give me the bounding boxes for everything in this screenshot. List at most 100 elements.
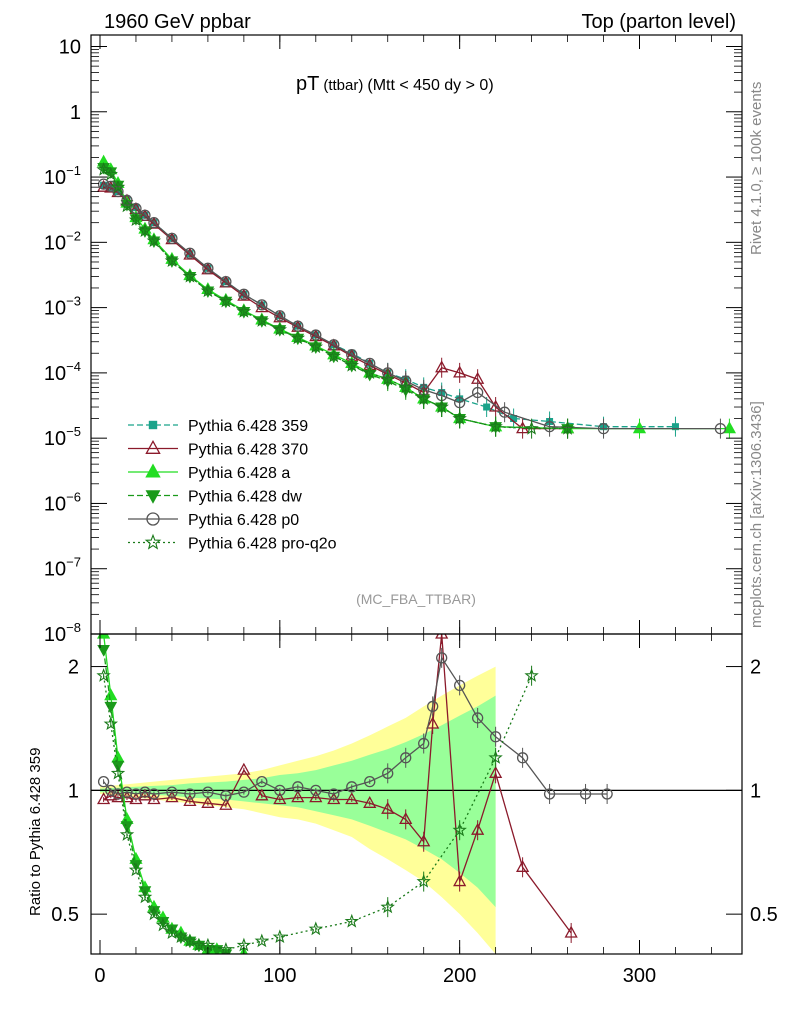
main-point-p370 (237, 288, 251, 301)
ratio-point-proq2o (110, 765, 126, 780)
ratio-point-dw (104, 701, 118, 714)
main-point-p0 (139, 209, 151, 221)
ratio-series-p0 (97, 647, 613, 804)
ratio-plot-series (91, 634, 742, 954)
ratio-band-yellow (100, 666, 496, 954)
ratio-point-proq2o (380, 899, 395, 914)
main-point-p0 (202, 262, 214, 274)
main-point-proq2o (119, 198, 135, 213)
legend-marker (148, 420, 158, 430)
ratio-plot-frame (90, 633, 743, 955)
legend-label: Pythia 6.428 p0 (188, 512, 299, 529)
ratio-point-p370 (138, 788, 152, 801)
main-point-proq2o (560, 420, 575, 435)
main-point-p370 (183, 247, 197, 260)
main-point-p0 (454, 396, 466, 409)
main-point-proq2o (416, 391, 431, 405)
main-point-proq2o (272, 321, 287, 336)
legend-marker (146, 512, 160, 526)
ratio-point-p0 (382, 767, 394, 779)
main-point-p359 (483, 403, 491, 411)
ratio-point-p0 (346, 781, 358, 793)
ratio-point-proq2o (103, 716, 118, 731)
ratio-point-p370 (255, 788, 269, 801)
xtick-label: 0 (94, 965, 105, 987)
ratio-point-proq2o (272, 929, 287, 944)
ratio-point-p0 (121, 786, 133, 798)
main-ytick-label: 1 (70, 102, 81, 124)
main-series-dw (97, 163, 574, 439)
ratio-point-p370 (309, 790, 323, 803)
main-ytick-label: 10 (59, 36, 81, 58)
main-point-p359 (671, 423, 679, 431)
ratio-point-proq2o (182, 933, 198, 948)
legend-label: Pythia 6.428 dw (188, 489, 302, 506)
ratio-point-p0 (454, 679, 466, 692)
main-line-dw (103, 166, 568, 430)
ratio-point-p370 (399, 812, 413, 825)
main-point-proq2o (182, 268, 198, 283)
main-point-proq2o (524, 421, 539, 435)
main-point-a (632, 421, 647, 434)
header-left: 1960 GeV ppbar (104, 11, 251, 33)
main-point-proq2o (96, 162, 111, 176)
main-point-proq2o (290, 330, 305, 345)
legend-entry-dw: Pythia 6.428 dw (128, 489, 302, 506)
ratio-point-p370 (219, 797, 233, 810)
main-point-proq2o (236, 304, 252, 318)
main-point-p0 (471, 386, 484, 399)
mcplots-label: mcplots.cern.ch [arXiv:1306.3436] (748, 401, 765, 628)
legend-label: Pythia 6.428 359 (188, 418, 308, 435)
ratio-point-p0 (418, 737, 430, 750)
main-series-p0 (97, 178, 727, 439)
ratio-point-p370 (345, 792, 359, 805)
legend-entry-p370: Pythia 6.428 370 (128, 439, 308, 459)
ratio-point-p0 (310, 784, 322, 797)
analysis-watermark: (MC_FBA_TTBAR) (356, 591, 476, 607)
legend-marker (145, 439, 161, 454)
ratio-ytick-label-right: 2 (750, 657, 761, 679)
ratio-line-proq2o (102, 675, 533, 951)
main-point-proq2o (434, 399, 449, 414)
xtick-label: 100 (263, 965, 296, 987)
main-point-proq2o (254, 313, 269, 327)
main-ytick-label: 10−6 (44, 489, 81, 515)
main-point-p0 (543, 421, 556, 433)
legend-label: Pythia 6.428 370 (188, 442, 308, 459)
ratio-point-p370 (453, 874, 467, 887)
ratio-point-p0 (202, 786, 214, 798)
ratio-point-p0 (543, 788, 556, 800)
ratio-point-p370 (291, 790, 305, 803)
ratio-point-p0 (471, 712, 484, 724)
ratio-point-p0 (220, 790, 232, 802)
ratio-point-p0 (364, 775, 376, 788)
main-point-p359 (510, 415, 518, 423)
ratio-point-a (104, 688, 118, 701)
main-point-p370 (489, 399, 503, 412)
main-ytick-label: 10−7 (44, 555, 81, 581)
ratio-point-proq2o (137, 889, 153, 904)
ratio-point-dw (120, 821, 134, 833)
main-point-proq2o (326, 348, 341, 363)
ratio-point-proq2o (218, 941, 234, 954)
ratio-point-p0 (489, 731, 502, 743)
main-plot-series (96, 154, 737, 439)
ratio-point-a (96, 634, 111, 639)
ratio-point-p370 (564, 925, 578, 938)
main-series-proq2o (96, 162, 575, 439)
main-point-proq2o (103, 166, 118, 181)
ratio-point-p370 (489, 765, 503, 778)
ratio-point-p370 (426, 716, 440, 729)
main-ytick-label: 10−3 (44, 294, 81, 320)
ratio-ytick-label-left: 2 (68, 657, 79, 679)
main-point-p0 (148, 217, 160, 229)
main-series-p370 (96, 179, 575, 439)
main-ytick-label: 10−1 (44, 163, 81, 189)
main-point-p0 (184, 247, 196, 259)
ratio-point-p0 (148, 788, 160, 800)
ratio-point-p0 (97, 775, 110, 788)
ratio-point-proq2o (155, 917, 171, 932)
ratio-point-p370 (363, 795, 377, 808)
ratio-point-p0 (579, 788, 592, 800)
